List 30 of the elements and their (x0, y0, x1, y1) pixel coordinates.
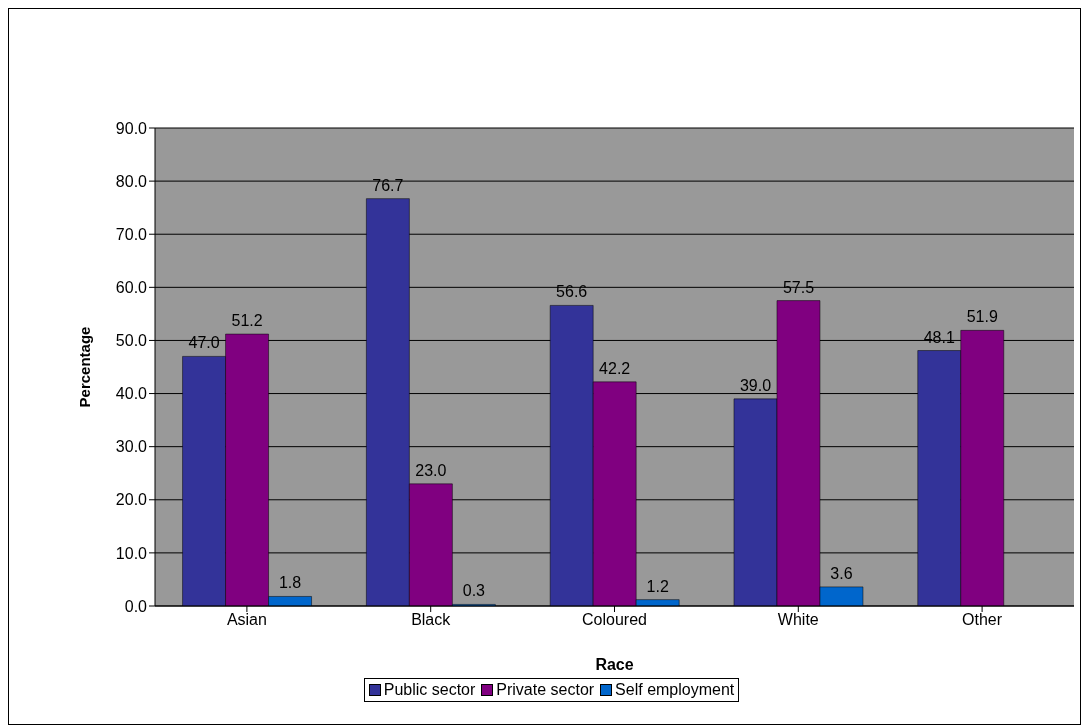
y-tick-label: 80.0 (115, 172, 148, 190)
y-tick-label: 0.0 (124, 597, 148, 615)
data-label: 39.0 (739, 376, 772, 394)
y-tick-label: 20.0 (115, 491, 148, 509)
x-tick-label: Coloured (582, 611, 647, 629)
legend-label: Self employment (615, 681, 735, 699)
data-label: 51.9 (966, 308, 998, 326)
x-tick-label: White (777, 611, 819, 629)
data-label: 42.2 (599, 359, 631, 377)
data-label: 0.3 (462, 582, 486, 600)
y-tick-label: 50.0 (115, 332, 148, 350)
y-tick-label: 70.0 (115, 225, 148, 243)
data-label: 1.8 (278, 574, 302, 592)
data-label: 51.2 (231, 312, 263, 330)
y-tick-label: 60.0 (115, 279, 148, 297)
y-axis-title: Percentage (76, 326, 94, 408)
data-label: 56.6 (556, 283, 588, 301)
y-tick-label: 90.0 (115, 119, 148, 137)
x-tick-label: Asian (226, 611, 267, 629)
x-axis-title: Race (595, 656, 634, 673)
data-label: 23.0 (415, 461, 447, 479)
x-tick-label: Black (411, 611, 452, 629)
legend-label: Public sector (383, 681, 476, 699)
legend-label: Private sector (496, 681, 595, 699)
data-label: 1.2 (646, 577, 669, 595)
x-tick-label: Other (962, 611, 1003, 629)
data-label: 3.6 (830, 564, 853, 582)
y-tick-label: 10.0 (115, 544, 148, 562)
y-tick-label: 40.0 (115, 385, 148, 403)
y-tick-label: 30.0 (115, 438, 148, 456)
